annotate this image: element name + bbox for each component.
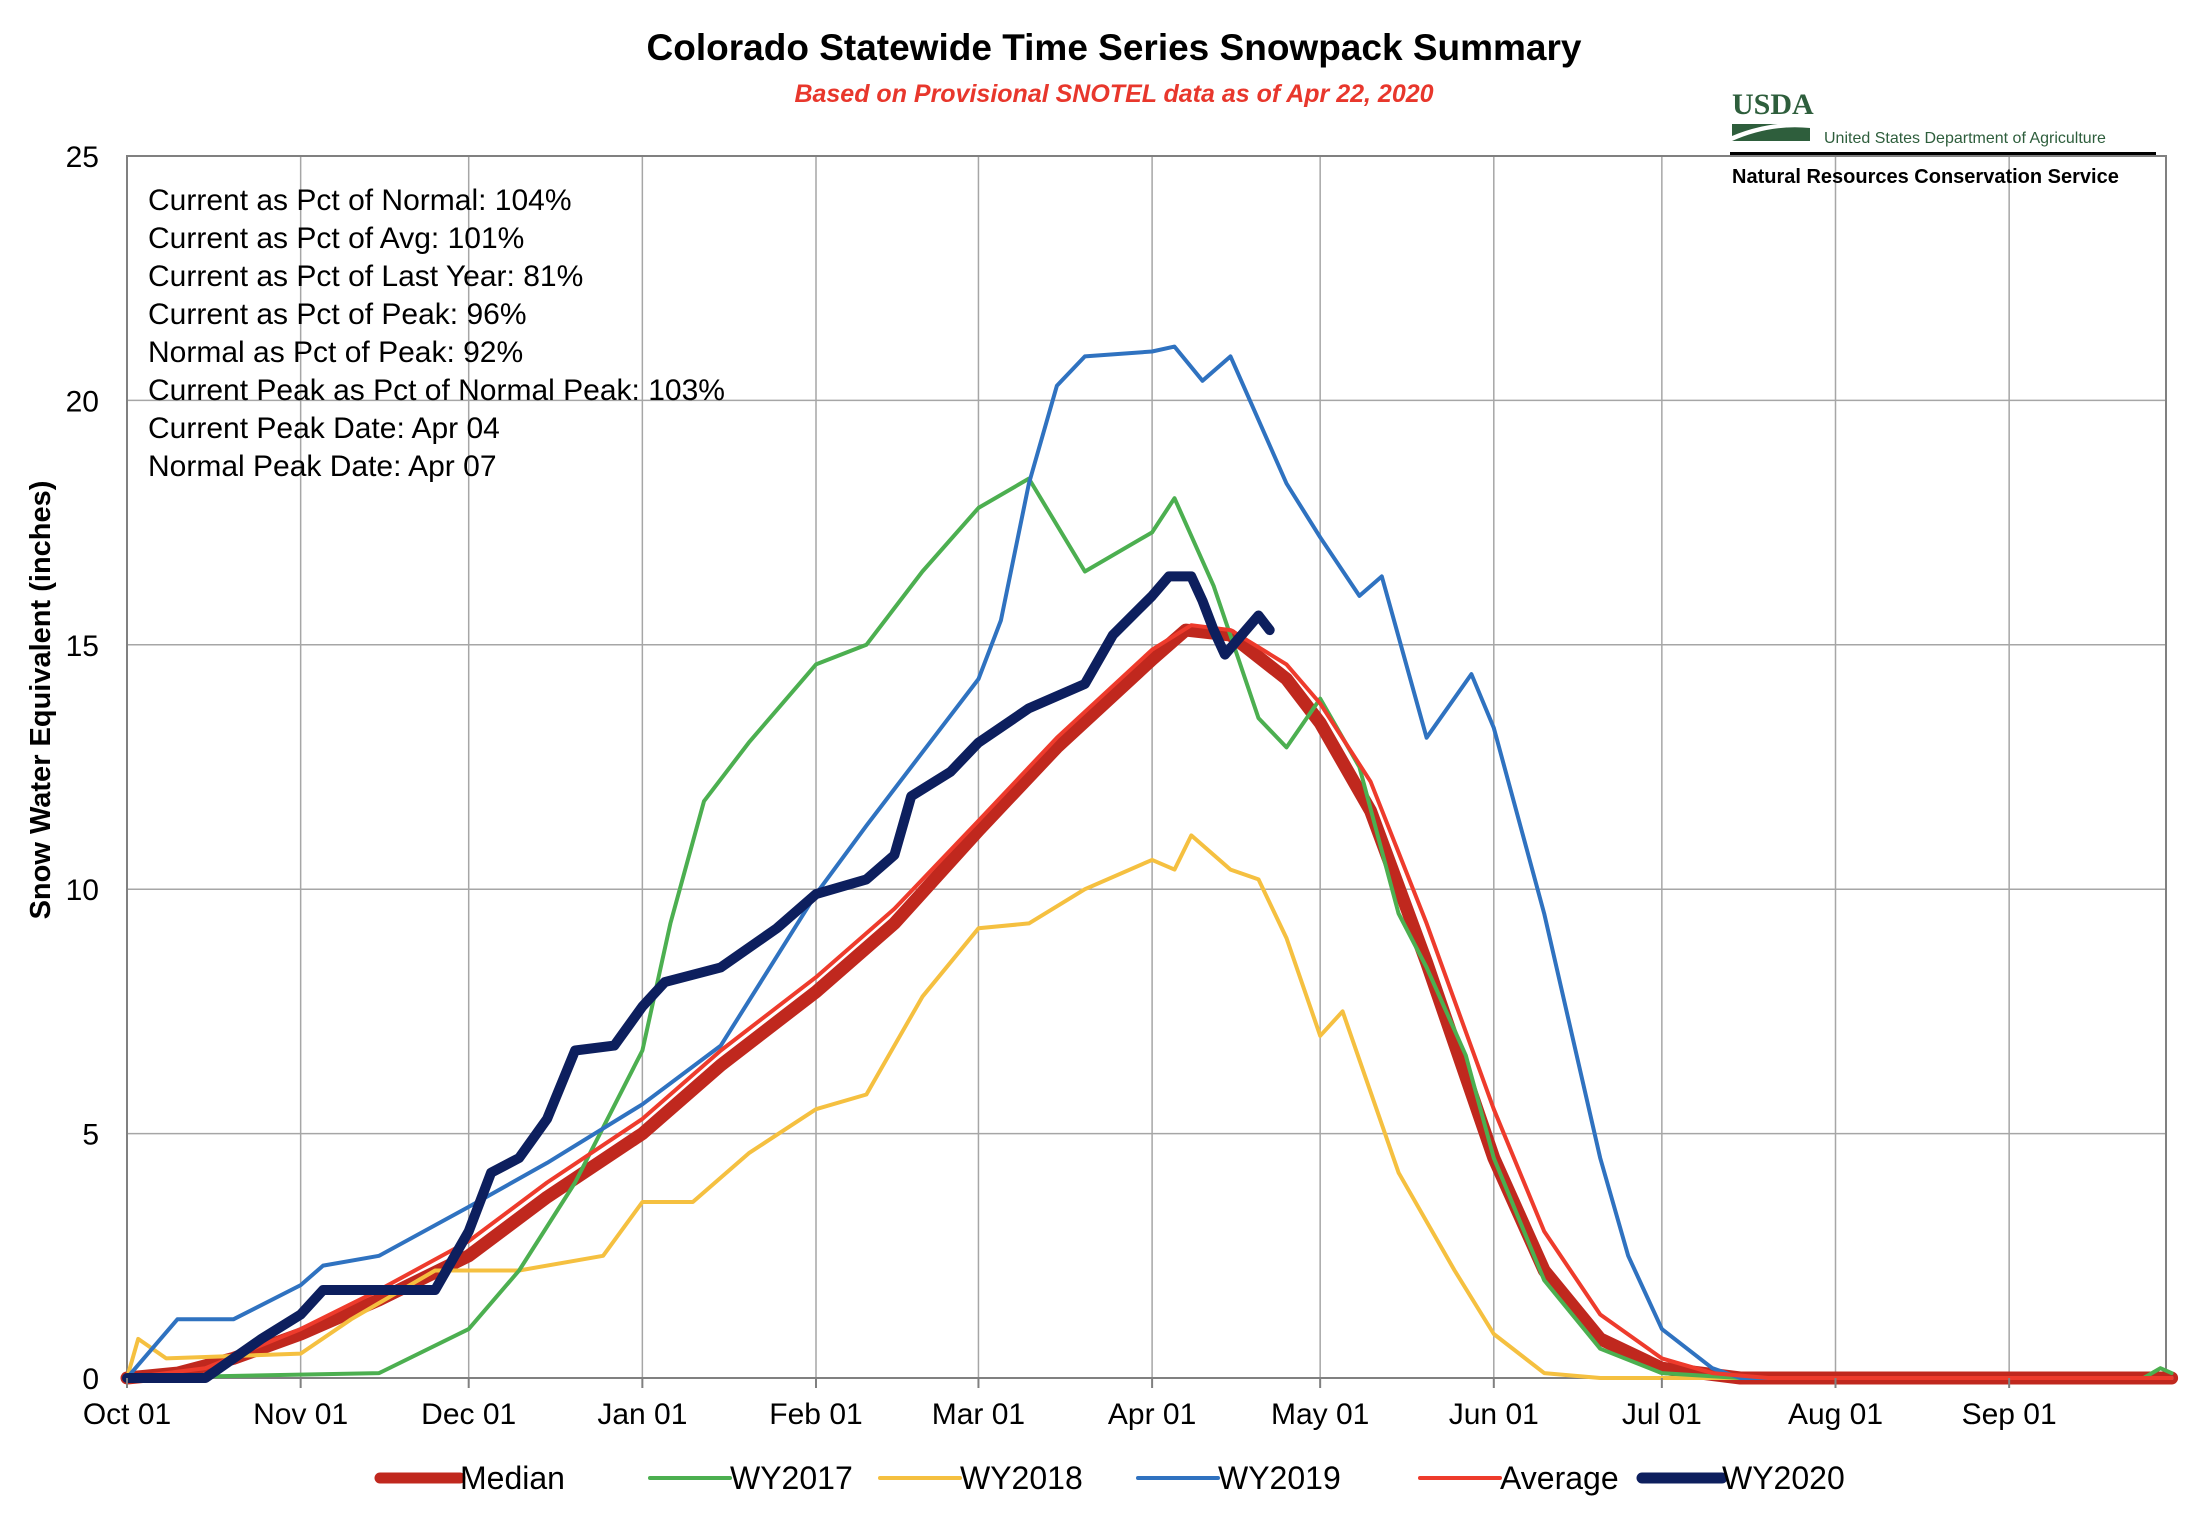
plot-frame [126, 155, 2167, 1379]
usda-service-name: Natural Resources Conservation Service [1732, 166, 2119, 188]
series-line-median [120, 623, 2179, 1385]
x-tick-label: Dec 01 [421, 1398, 516, 1431]
y-tick-label: 10 [66, 874, 99, 907]
stat-line: Normal as Pct of Peak: 92% [148, 336, 523, 369]
legend-label-wy2017: WY2017 [730, 1460, 853, 1496]
usda-wordmark: USDA [1732, 88, 1814, 121]
x-tick-label: Jun 01 [1449, 1398, 1539, 1431]
series-line-wy2018 [125, 833, 2174, 1380]
chart-title: Colorado Statewide Time Series Snowpack … [647, 27, 1582, 68]
y-tick-label: 20 [66, 385, 99, 418]
series-line-wy2017 [125, 476, 2174, 1380]
stat-line: Current as Pct of Last Year: 81% [148, 260, 583, 293]
legend-label-wy2019: WY2019 [1218, 1460, 1341, 1496]
legend-label-wy2020: WY2020 [1722, 1460, 1845, 1496]
stat-line: Normal Peak Date: Apr 07 [148, 450, 497, 483]
stat-line: Current Peak Date: Apr 04 [148, 412, 500, 445]
stat-line: Current Peak as Pct of Normal Peak: 103% [148, 374, 725, 407]
usda-divider [1730, 152, 2156, 155]
series-line-wy2019 [125, 344, 2174, 1380]
legend-label-wy2018: WY2018 [960, 1460, 1083, 1496]
usda-swoosh-icon [1732, 123, 1810, 141]
stats-block: Current as Pct of Normal: 104% Current as… [148, 184, 725, 483]
legend-label-average: Average [1500, 1460, 1619, 1496]
stat-line: Current as Pct of Normal: 104% [148, 184, 572, 217]
y-axis-label: Snow Water Equivalent (inches) [25, 481, 57, 920]
x-tick-label: May 01 [1271, 1398, 1369, 1431]
x-tick-label: Aug 01 [1788, 1398, 1883, 1431]
stat-line: Current as Pct of Avg: 101% [148, 222, 524, 255]
series-line-average [125, 623, 2174, 1380]
x-tick-label: Apr 01 [1108, 1398, 1196, 1431]
series-line-wy2020 [122, 571, 1275, 1383]
x-tick-label: Jan 01 [597, 1398, 687, 1431]
x-tick-label: Oct 01 [83, 1398, 171, 1431]
chart-subtitle: Based on Provisional SNOTEL data as of A… [794, 80, 1433, 108]
usda-department-name: United States Department of Agriculture [1824, 130, 2106, 147]
x-axis: Oct 01 Nov 01 Dec 01 Jan 01 Feb 01 Mar 01 Apr … [83, 1378, 2057, 1431]
y-tick-label: 15 [66, 630, 99, 663]
y-axis: 0 5 10 15 20 25 [66, 141, 99, 1396]
x-tick-label: Mar 01 [932, 1398, 1025, 1431]
legend-label-median: Median [460, 1460, 565, 1496]
series-lines [120, 344, 2179, 1385]
usda-logo: USDA United States Department of Agricul… [1730, 88, 2156, 188]
legend: Median WY2017 WY2018 WY2019 Average WY2020 [374, 1460, 1845, 1496]
x-tick-label: Feb 01 [769, 1398, 862, 1431]
stat-line: Current as Pct of Peak: 96% [148, 298, 527, 331]
y-tick-label: 25 [66, 141, 99, 174]
x-tick-label: Jul 01 [1622, 1398, 1702, 1431]
y-tick-label: 0 [82, 1363, 99, 1396]
y-tick-label: 5 [82, 1119, 99, 1152]
x-tick-label: Sep 01 [1962, 1398, 2057, 1431]
x-tick-label: Nov 01 [253, 1398, 348, 1431]
